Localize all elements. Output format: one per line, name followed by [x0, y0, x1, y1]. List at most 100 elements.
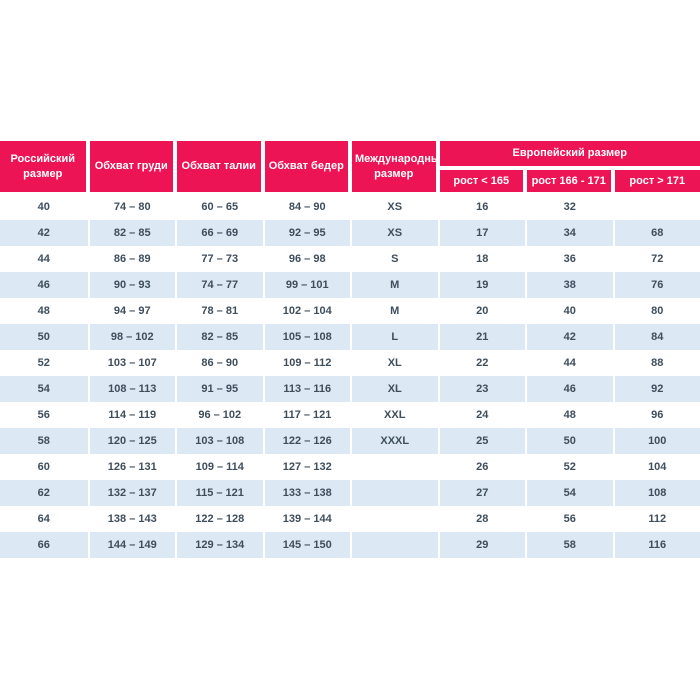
table-cell: 72	[612, 246, 700, 272]
table-cell: 52	[0, 350, 88, 376]
table-cell: 68	[612, 220, 700, 246]
table-cell: 22	[437, 350, 525, 376]
table-cell: 96 – 102	[175, 402, 263, 428]
table-cell: 56	[525, 506, 613, 532]
table-cell: XXL	[350, 402, 438, 428]
table-cell: 108	[612, 480, 700, 506]
table-cell: 122 – 126	[262, 428, 350, 454]
table-cell: S	[350, 246, 438, 272]
table-cell: XS	[350, 194, 438, 220]
table-cell: 62	[0, 480, 88, 506]
table-cell: XL	[350, 376, 438, 402]
table-cell: 145 – 150	[262, 532, 350, 558]
table-cell: 77 – 73	[175, 246, 263, 272]
table-row: 50 98 – 102 82 – 85 105 – 108 L 21 42 84	[0, 324, 700, 350]
table-cell: 28	[437, 506, 525, 532]
table-cell: 139 – 144	[262, 506, 350, 532]
table-cell: 18	[437, 246, 525, 272]
table-cell: 52	[525, 454, 613, 480]
table-cell: 100	[612, 428, 700, 454]
table-row: 60 126 – 131 109 – 114 127 – 132 26 52 104	[0, 454, 700, 480]
table-cell: 64	[0, 506, 88, 532]
table-cell: 114 – 119	[87, 402, 175, 428]
table-cell: 56	[0, 402, 88, 428]
table-cell: 122 – 128	[175, 506, 263, 532]
table-cell: 86 – 90	[175, 350, 263, 376]
table-cell: 38	[525, 272, 613, 298]
table-cell: 40	[525, 298, 613, 324]
table-row: 62 132 – 137 115 – 121 133 – 138 27 54 108	[0, 480, 700, 506]
table-cell: 86 – 89	[87, 246, 175, 272]
table-cell: 40	[0, 194, 88, 220]
table-cell: 92 – 95	[262, 220, 350, 246]
table-cell: XS	[350, 220, 438, 246]
table-cell: 109 – 114	[175, 454, 263, 480]
table-cell: 21	[437, 324, 525, 350]
table-cell: 17	[437, 220, 525, 246]
size-chart-table: Российский размер Обхват груди Обхват та…	[0, 141, 700, 558]
table-cell: 120 – 125	[87, 428, 175, 454]
table-row: 56 114 – 119 96 – 102 117 – 121 XXL 24 48 96	[0, 402, 700, 428]
table-cell: 66	[0, 532, 88, 558]
table-cell: 20	[437, 298, 525, 324]
table-cell: 76	[612, 272, 700, 298]
table-cell: L	[350, 324, 438, 350]
table-cell: 109 – 112	[262, 350, 350, 376]
table-cell: 80	[612, 298, 700, 324]
table-cell: 60 – 65	[175, 194, 263, 220]
header-height-over-171: рост > 171	[612, 168, 700, 194]
table-cell: 74 – 77	[175, 272, 263, 298]
table-cell: 74 – 80	[87, 194, 175, 220]
table-cell: 16	[437, 194, 525, 220]
table-cell: 116	[612, 532, 700, 558]
table-cell: 82 – 85	[87, 220, 175, 246]
table-cell: 44	[0, 246, 88, 272]
table-cell: 112	[612, 506, 700, 532]
table-cell: 54	[0, 376, 88, 402]
table-cell: 133 – 138	[262, 480, 350, 506]
table-cell: 129 – 134	[175, 532, 263, 558]
table-cell: 58	[525, 532, 613, 558]
table-cell: 48	[0, 298, 88, 324]
table-row: 66 144 – 149 129 – 134 145 – 150 29 58 116	[0, 532, 700, 558]
table-cell: 36	[525, 246, 613, 272]
table-cell: 103 – 108	[175, 428, 263, 454]
table-cell: 103 – 107	[87, 350, 175, 376]
table-cell: 42	[0, 220, 88, 246]
table-cell: 58	[0, 428, 88, 454]
table-row: 58 120 – 125 103 – 108 122 – 126 XXXL 25 50 100	[0, 428, 700, 454]
table-cell: 126 – 131	[87, 454, 175, 480]
table-cell	[350, 532, 438, 558]
table-cell: 25	[437, 428, 525, 454]
table-cell	[350, 506, 438, 532]
table-cell	[350, 480, 438, 506]
table-cell: 105 – 108	[262, 324, 350, 350]
table-cell: 46	[0, 272, 88, 298]
table-cell: M	[350, 298, 438, 324]
table-row: 54 108 – 113 91 – 95 113 – 116 XL 23 46 92	[0, 376, 700, 402]
table-cell: 27	[437, 480, 525, 506]
table-cell: 92	[612, 376, 700, 402]
table-cell: XL	[350, 350, 438, 376]
table-cell: 96	[612, 402, 700, 428]
header-waist-girth: Обхват талии	[175, 141, 263, 194]
table-header: Российский размер Обхват груди Обхват та…	[0, 141, 700, 194]
table-cell	[612, 194, 700, 220]
table-cell: 84 – 90	[262, 194, 350, 220]
table-cell: 66 – 69	[175, 220, 263, 246]
header-international-size: Международный размер	[350, 141, 438, 194]
table-cell: 54	[525, 480, 613, 506]
header-russian-size: Российский размер	[0, 141, 88, 194]
table-cell: 19	[437, 272, 525, 298]
table-cell: 82 – 85	[175, 324, 263, 350]
table-row: 64 138 – 143 122 – 128 139 – 144 28 56 112	[0, 506, 700, 532]
table-cell: 29	[437, 532, 525, 558]
header-hip-girth: Обхват бедер	[262, 141, 350, 194]
table-row: 52 103 – 107 86 – 90 109 – 112 XL 22 44 88	[0, 350, 700, 376]
table-cell: 91 – 95	[175, 376, 263, 402]
table-cell: 46	[525, 376, 613, 402]
table-cell: 99 – 101	[262, 272, 350, 298]
header-height-166-171: рост 166 - 171	[525, 168, 613, 194]
table-cell: 132 – 137	[87, 480, 175, 506]
